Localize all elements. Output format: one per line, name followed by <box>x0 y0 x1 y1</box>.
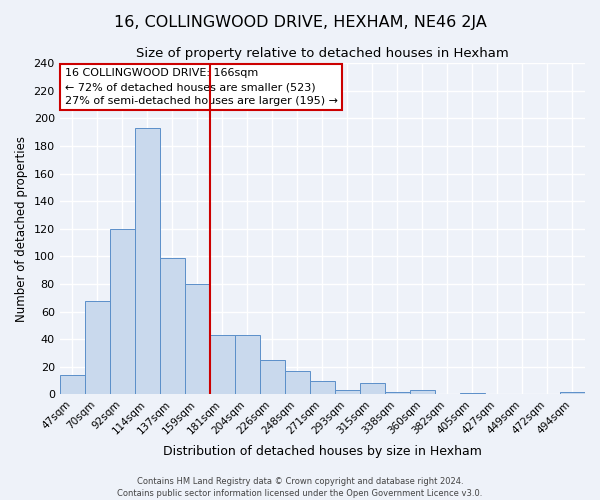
Bar <box>360 384 385 394</box>
Bar <box>135 128 160 394</box>
Bar <box>310 380 335 394</box>
Bar <box>560 392 585 394</box>
Text: Contains HM Land Registry data © Crown copyright and database right 2024.
Contai: Contains HM Land Registry data © Crown c… <box>118 476 482 498</box>
Bar <box>410 390 435 394</box>
Title: Size of property relative to detached houses in Hexham: Size of property relative to detached ho… <box>136 48 509 60</box>
Bar <box>210 335 235 394</box>
Bar <box>260 360 285 394</box>
Bar <box>185 284 210 395</box>
Bar <box>59 375 85 394</box>
Text: 16, COLLINGWOOD DRIVE, HEXHAM, NE46 2JA: 16, COLLINGWOOD DRIVE, HEXHAM, NE46 2JA <box>113 15 487 30</box>
X-axis label: Distribution of detached houses by size in Hexham: Distribution of detached houses by size … <box>163 444 482 458</box>
Y-axis label: Number of detached properties: Number of detached properties <box>15 136 28 322</box>
Bar <box>235 335 260 394</box>
Bar <box>335 390 360 394</box>
Bar <box>285 371 310 394</box>
Bar <box>385 392 410 394</box>
Text: 16 COLLINGWOOD DRIVE: 166sqm
← 72% of detached houses are smaller (523)
27% of s: 16 COLLINGWOOD DRIVE: 166sqm ← 72% of de… <box>65 68 338 106</box>
Bar <box>160 258 185 394</box>
Bar <box>460 393 485 394</box>
Bar <box>85 300 110 394</box>
Bar <box>110 229 135 394</box>
